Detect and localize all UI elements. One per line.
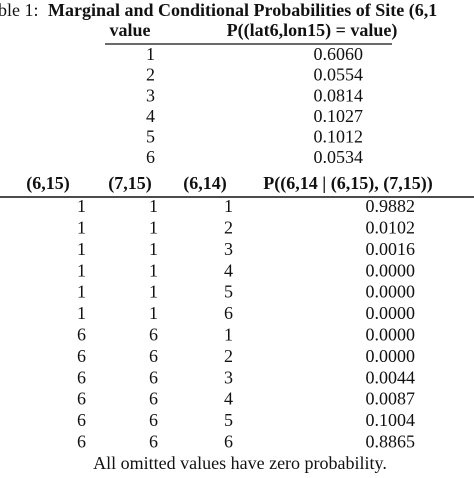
column-header: (6,15) [26, 173, 70, 194]
table-cell: 6 [77, 389, 86, 409]
table-cell: 0.0044 [366, 367, 416, 387]
table-cell: 1 [149, 260, 158, 280]
column-header: (7,15) [108, 173, 152, 194]
table-cell: 5 [146, 127, 155, 147]
table-cell: 6 [149, 389, 158, 409]
table-cell: 0.0814 [314, 85, 364, 105]
table-cell: 1 [77, 239, 86, 259]
table-cell: 0.0554 [314, 65, 364, 85]
table-cell: 3 [224, 239, 233, 259]
table-cell: 5 [224, 410, 233, 430]
table-cell: 0.0000 [366, 260, 416, 280]
table-cell: 6 [77, 346, 86, 366]
table-cell: 3 [224, 367, 233, 387]
table-cell: 0.0000 [366, 282, 416, 302]
table-cell: 0.8865 [366, 432, 416, 452]
table-cell: 0.0534 [314, 147, 364, 167]
table-cell: 6 [149, 410, 158, 430]
table-cell: 6 [224, 432, 233, 452]
table-cell: 6 [146, 147, 155, 167]
table-cell: 5 [224, 282, 233, 302]
table-cell: 3 [146, 85, 155, 105]
table-cell: 6 [77, 432, 86, 452]
table-cell: 4 [224, 389, 233, 409]
table-cell: 1 [224, 196, 233, 216]
table-cell: 6 [149, 325, 158, 345]
table-cell: 6 [224, 303, 233, 323]
table-cell: 0.0000 [366, 346, 416, 366]
table-cell: 6 [77, 410, 86, 430]
footnote: All omitted values have zero probability… [93, 453, 387, 473]
table-cell: 6 [77, 325, 86, 345]
table-cell: 6 [149, 346, 158, 366]
table-cell: 2 [146, 65, 155, 85]
column-header: P((6,14 | (6,15), (7,15)) [263, 173, 432, 194]
column-header: P((lat6,lon15) = value) [227, 20, 398, 41]
table-cell: 0.1012 [314, 127, 364, 147]
table-cell: 1 [77, 196, 86, 216]
table-cell: 0.0000 [366, 303, 416, 323]
table-cell: 1 [77, 282, 86, 302]
caption-title: Marginal and Conditional Probabilities o… [48, 0, 437, 21]
table-cell: 6 [149, 432, 158, 452]
table-cell: 1 [77, 260, 86, 280]
table-cell: 2 [224, 346, 233, 366]
table-cell: 6 [149, 367, 158, 387]
table-cell: 6 [77, 367, 86, 387]
table-cell: 1 [149, 282, 158, 302]
table-cell: 4 [224, 260, 233, 280]
table-cell: 0.1027 [314, 106, 364, 126]
table-cell: 2 [224, 218, 233, 238]
table-cell: 1 [149, 239, 158, 259]
table-cell: 0.6060 [314, 44, 364, 64]
column-header: (6,14) [183, 173, 227, 194]
table-cell: 1 [149, 303, 158, 323]
table-cell: 0.0016 [366, 239, 416, 259]
caption-label: ble 1: [0, 0, 39, 20]
table-cell: 0.0000 [366, 325, 416, 345]
column-header: value [109, 20, 150, 40]
table-cell: 1 [77, 218, 86, 238]
table-cell: 1 [149, 196, 158, 216]
table-cell: 1 [146, 44, 155, 64]
table-cell: 0.1004 [366, 410, 416, 430]
table-cell: 0.9882 [366, 196, 416, 216]
table-cell: 1 [224, 325, 233, 345]
table-cell: 1 [149, 218, 158, 238]
table-cell: 4 [146, 106, 155, 126]
table-cell: 0.0102 [366, 218, 416, 238]
table-cell: 1 [77, 303, 86, 323]
table-cell: 0.0087 [366, 389, 416, 409]
